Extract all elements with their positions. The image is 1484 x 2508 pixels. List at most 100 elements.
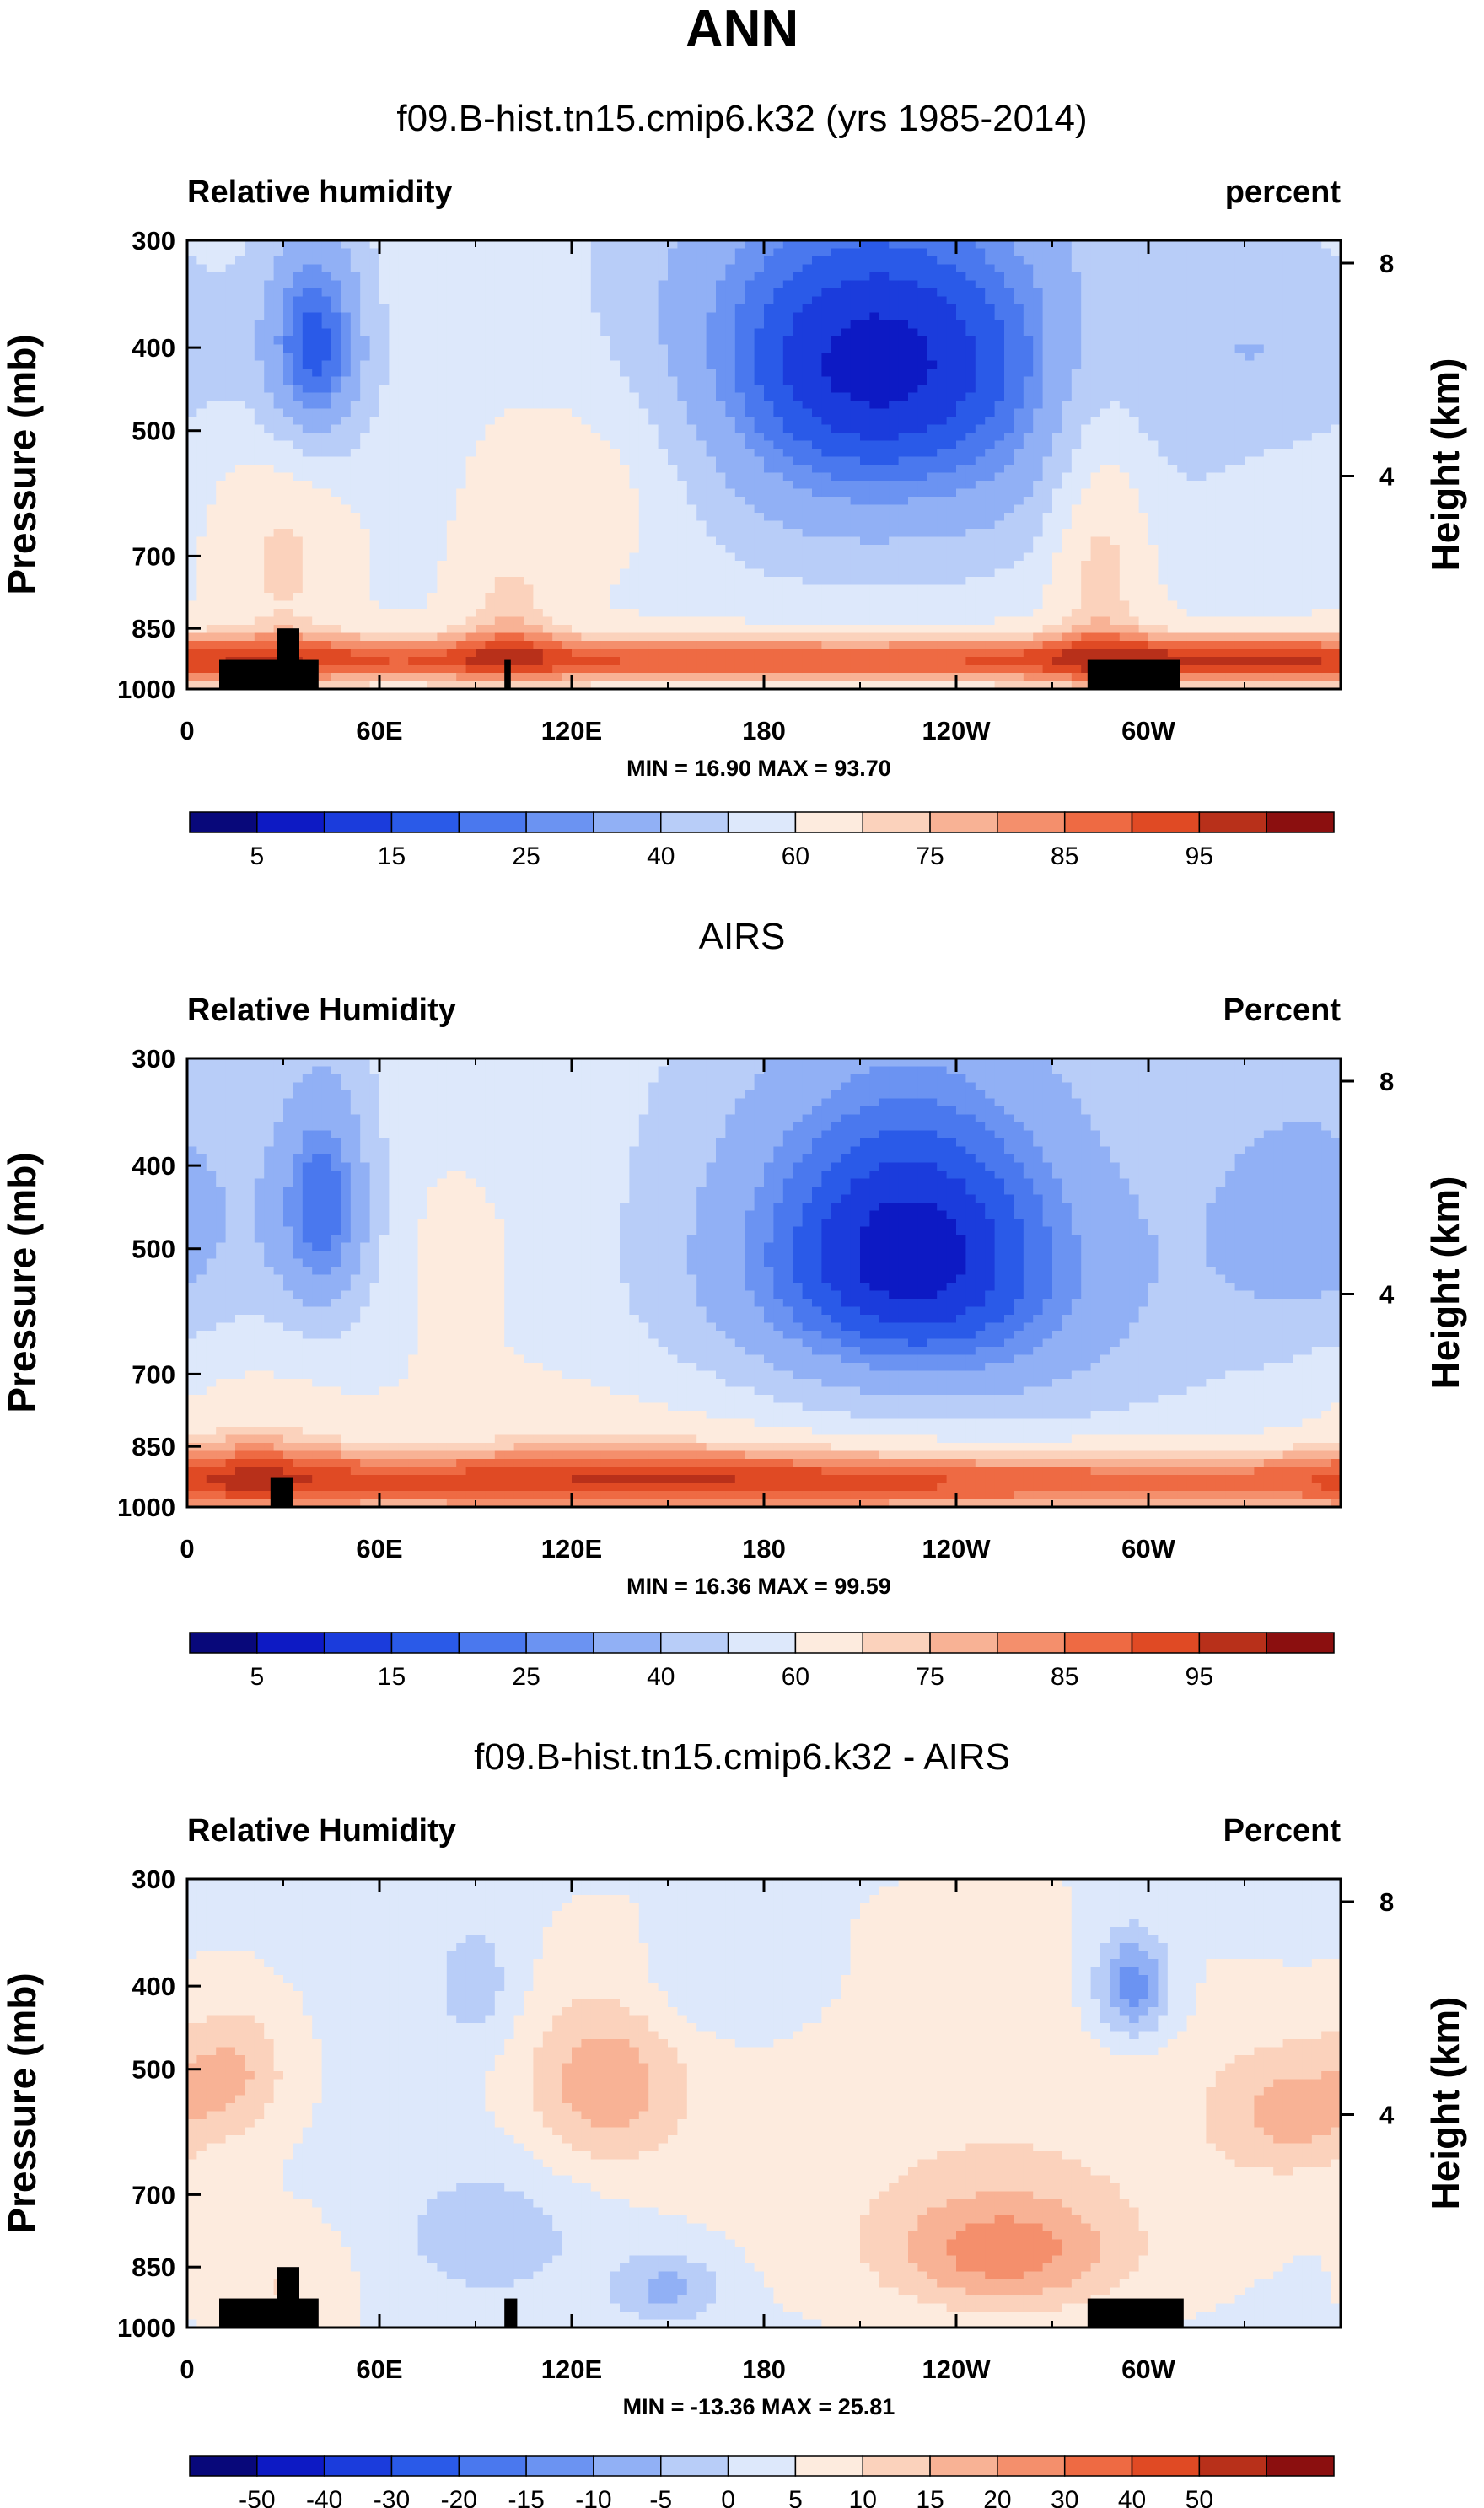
field-cell [1331,280,1342,289]
field-cell [206,256,217,266]
field-cell [513,504,524,514]
field-cell [456,472,467,482]
field-cell [706,520,717,530]
field-cell [927,296,938,305]
field-cell [408,472,419,482]
field-cell [369,472,380,482]
field-cell [1186,449,1197,458]
field-cell [216,520,227,530]
field-cell [1273,296,1284,305]
panel-title: f09.B-hist.tn15.cmip6.k32 (yrs 1985-2014… [396,98,1087,139]
field-cell [1119,288,1130,298]
field-cell [1225,456,1236,466]
field-cell [360,497,371,506]
field-cell [677,336,688,346]
field-cell [408,256,419,266]
field-cell [793,568,804,578]
field-cell [379,456,390,466]
field-cell [379,424,390,433]
field-cell [1167,440,1178,449]
field-cell [494,433,505,442]
field-cell [1023,264,1034,273]
field-cell [1023,433,1034,442]
field-cell [456,433,467,442]
field-cell [341,513,352,522]
field-cell [446,481,457,490]
field-cell [1206,417,1217,426]
field-cell [562,328,573,337]
field-cell [437,417,448,426]
field-cell [1148,296,1159,305]
field-cell [1052,456,1062,466]
field-cell [994,296,1005,305]
field-cell [898,424,909,433]
field-cell [1090,424,1101,433]
field-cell [1321,545,1332,554]
field-cell [869,336,880,346]
field-cell [1138,288,1149,298]
field-cell [350,561,361,570]
field-cell [985,248,996,257]
field-cell [754,465,765,474]
field-cell [513,344,524,353]
field-cell [734,240,745,250]
field-cell [889,504,900,514]
field-cell [985,504,996,514]
field-cell [745,529,755,538]
field-cell [524,513,534,522]
field-cell [831,417,841,426]
field-cell [985,336,996,346]
field-cell [216,465,227,474]
field-cell [1138,385,1149,394]
field-cell [745,264,755,273]
field-cell [1167,424,1178,433]
field-cell [293,440,304,449]
field-cell [398,353,409,362]
field-cell [638,248,649,257]
field-cell [677,328,688,337]
field-cell [1119,392,1130,401]
field-cell [754,545,765,554]
field-cell [1206,385,1217,394]
field-cell [1158,248,1169,257]
field-cell [273,320,284,330]
field-cell [850,312,861,321]
field-cell [273,561,284,570]
field-cell [485,504,496,514]
field-cell [1023,536,1034,546]
field-cell [869,433,880,442]
field-cell [437,280,448,289]
field-cell [1321,497,1332,506]
field-cell [504,376,515,385]
field-cell [1062,344,1073,353]
field-cell [1186,280,1197,289]
field-cell [898,520,909,530]
field-cell [638,304,649,314]
field-cell [975,529,986,538]
field-cell [994,561,1005,570]
field-cell [1023,424,1034,433]
field-cell [341,304,352,314]
field-cell [1033,552,1044,562]
field-cell [1052,465,1062,474]
field-cell [1311,264,1322,273]
field-cell [302,256,313,266]
field-cell [1245,513,1255,522]
field-cell [869,408,880,417]
field-cell [408,417,419,426]
field-cell [994,392,1005,401]
field-cell [1273,248,1284,257]
field-cell [1062,336,1073,346]
field-cell [860,513,870,522]
field-cell [841,440,852,449]
field-cell [1215,369,1226,378]
field-cell [283,304,293,314]
field-cell [696,449,707,458]
field-cell [1186,520,1197,530]
field-cell [975,360,986,369]
field-cell [879,568,890,578]
field-cell [504,552,515,562]
field-cell [1110,504,1121,514]
field-cell [398,552,409,562]
field-cell [831,504,841,514]
